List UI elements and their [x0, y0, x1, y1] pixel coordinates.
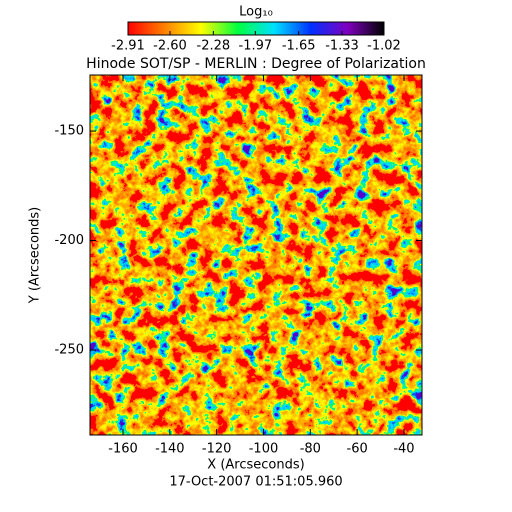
x-tick-label: -60 — [347, 442, 368, 457]
y-tick-label: -150 — [54, 124, 84, 139]
colorbar-tick-label: -1.97 — [239, 39, 273, 54]
chart-title: Hinode SOT/SP - MERLIN : Degree of Polar… — [86, 56, 426, 72]
colorbar-tick-label: -1.65 — [282, 39, 316, 54]
y-tick-label: -250 — [54, 343, 84, 358]
colorbar-label: Log₁₀ — [239, 5, 273, 20]
x-tick-label: -100 — [249, 442, 279, 457]
x-tick-label: -160 — [108, 442, 138, 457]
colorbar — [127, 21, 385, 36]
x-tick-label: -80 — [300, 442, 321, 457]
date-label: 17-Oct-2007 01:51:05.960 — [169, 475, 342, 490]
x-axis-label: X (Arcseconds) — [207, 458, 304, 473]
x-tick-label: -40 — [393, 442, 414, 457]
colorbar-tick-label: -2.28 — [197, 39, 231, 54]
plot-frame — [89, 74, 423, 436]
colorbar-tick-label: -1.33 — [325, 39, 359, 54]
y-tick-label: -200 — [54, 233, 84, 248]
x-tick-label: -120 — [202, 442, 232, 457]
colorbar-tick-label: -2.60 — [153, 39, 187, 54]
y-axis-label: Y (Arcseconds) — [28, 207, 43, 304]
colorbar-tick-label: -2.91 — [111, 39, 145, 54]
image-field — [90, 75, 422, 435]
colorbar-tick-label: -1.02 — [367, 39, 401, 54]
x-tick-label: -140 — [155, 442, 185, 457]
